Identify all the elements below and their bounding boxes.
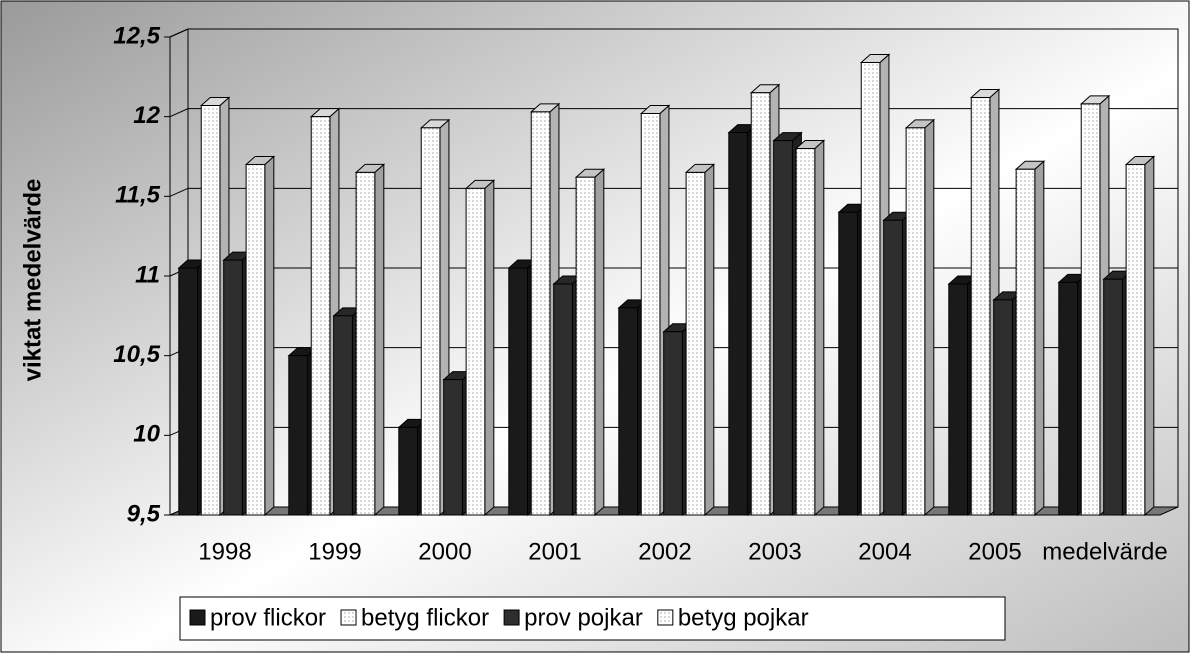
bar-front <box>398 426 418 516</box>
legend-label: prov flickor <box>210 604 326 631</box>
bar-front <box>883 219 903 516</box>
bar <box>574 168 606 517</box>
legend-swatch <box>657 609 674 626</box>
grid-line <box>169 108 1178 118</box>
legend-box <box>179 596 1006 641</box>
bar-front <box>1125 163 1146 516</box>
bar <box>309 107 341 517</box>
x-tick-label: 2001 <box>528 538 581 565</box>
y-tick-label: 11,5 <box>115 182 161 209</box>
x-tick-label: 2003 <box>748 538 801 565</box>
bar-front <box>443 379 463 516</box>
y-tick-label: 12 <box>133 102 160 129</box>
x-tick-label: 2004 <box>858 538 911 565</box>
legend-label: betyg pojkar <box>678 604 809 631</box>
bar-front <box>465 187 486 516</box>
legend-swatch <box>189 609 206 626</box>
bar <box>1124 155 1156 517</box>
bar-front <box>1080 103 1101 516</box>
bar-side <box>924 118 935 517</box>
legend-swatch <box>340 609 357 626</box>
grid-line <box>169 187 1178 197</box>
y-axis-label: viktat medelvärde <box>19 179 46 382</box>
x-tick-label: 2002 <box>638 538 691 565</box>
y-tick-label: 11 <box>135 261 160 288</box>
bar-front <box>860 61 881 516</box>
bar <box>794 139 826 517</box>
x-tick-label: 2000 <box>418 538 471 565</box>
bar <box>529 102 561 517</box>
bar <box>244 155 276 517</box>
bar-side <box>594 168 605 517</box>
x-tick-label: medelvärde <box>1042 538 1167 565</box>
bar-side <box>484 179 495 517</box>
bar-front <box>1058 281 1079 516</box>
bar-front <box>1103 278 1123 516</box>
bar-front <box>663 331 683 516</box>
bar-front <box>750 92 771 516</box>
legend-label: betyg flickor <box>361 604 489 631</box>
bar-side <box>1034 160 1045 517</box>
grid-line <box>169 28 1178 38</box>
bar-front <box>245 163 266 516</box>
bar-front <box>728 132 748 516</box>
y-tick-label: 9,5 <box>127 500 161 527</box>
bar-front <box>575 176 596 516</box>
bar-front <box>640 112 661 516</box>
bar <box>354 163 386 517</box>
bar <box>639 104 671 517</box>
y-tick-label: 12,5 <box>113 22 160 49</box>
bar-front <box>223 259 243 516</box>
bar <box>684 163 716 517</box>
bar-front <box>310 116 331 516</box>
y-tick-label: 10,5 <box>113 341 160 368</box>
bar-front <box>1015 168 1036 516</box>
bar-front <box>530 111 551 516</box>
bar-side <box>374 163 385 517</box>
bar-front <box>993 299 1013 516</box>
bar-front <box>553 283 573 516</box>
bar <box>1014 160 1046 517</box>
bar-front <box>838 211 858 516</box>
x-tick-label: 2005 <box>968 538 1021 565</box>
legend-swatch <box>503 609 520 626</box>
y-tick-label: 10 <box>133 421 160 448</box>
bar-front <box>288 355 308 516</box>
bar-side <box>264 155 275 517</box>
bar <box>464 179 496 517</box>
bar-front <box>618 307 638 516</box>
bar-front <box>795 148 816 516</box>
bar-side <box>704 163 715 517</box>
bar-front <box>685 171 706 516</box>
bar-side <box>1144 155 1155 517</box>
x-tick-label: 1998 <box>198 538 251 565</box>
legend-label: prov pojkar <box>524 604 643 631</box>
bar-front <box>420 127 441 516</box>
bar-front <box>508 267 528 516</box>
bar-front <box>970 97 991 516</box>
bar-front <box>948 283 968 516</box>
bar-side <box>814 139 825 517</box>
bar-front <box>178 267 199 516</box>
bar-front <box>200 105 221 516</box>
bar <box>904 118 936 517</box>
bar-front <box>773 140 793 516</box>
bar-front <box>333 315 353 516</box>
x-tick-label: 1999 <box>308 538 361 565</box>
bar-front <box>905 127 926 516</box>
bar-front <box>355 171 376 516</box>
